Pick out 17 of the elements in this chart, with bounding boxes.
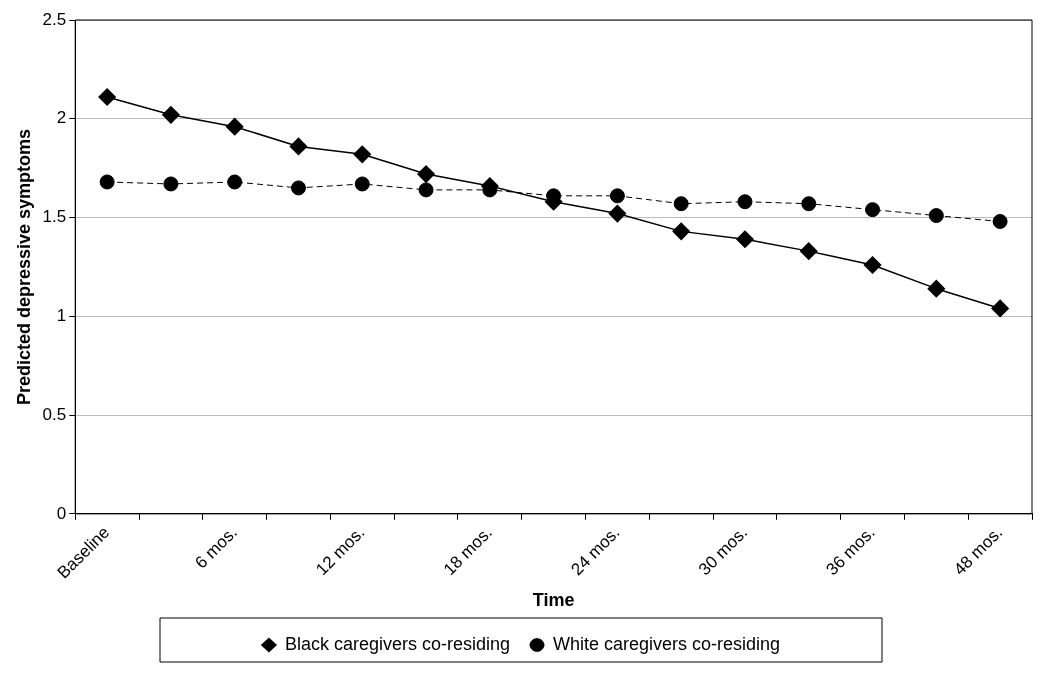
x-tick-label: 18 mos. [439, 522, 496, 579]
y-tick-label: 0.5 [42, 404, 67, 424]
y-tick-label: 2 [56, 108, 67, 128]
x-tick-label: 24 mos. [567, 522, 624, 579]
x-tick-label: 30 mos. [694, 522, 752, 579]
y-tick-label: 1 [56, 306, 67, 326]
y-tick-label: 0 [56, 503, 67, 523]
y-axis-title: Predicted depressive symptoms [13, 128, 34, 405]
y-tick-label: 1.5 [42, 207, 67, 227]
x-tick-label: 6 mos. [191, 522, 241, 573]
legend-label: Black caregivers co-residing [284, 633, 511, 654]
legend-label: White caregivers co-residing [553, 633, 781, 654]
x-axis-title: Time [532, 590, 575, 611]
x-tick-label: 36 mos. [822, 522, 879, 579]
x-tick-label: 48 mos. [950, 522, 1007, 579]
y-tick-label: 2.5 [42, 9, 67, 29]
x-tick-label: 12 mos. [312, 522, 369, 579]
